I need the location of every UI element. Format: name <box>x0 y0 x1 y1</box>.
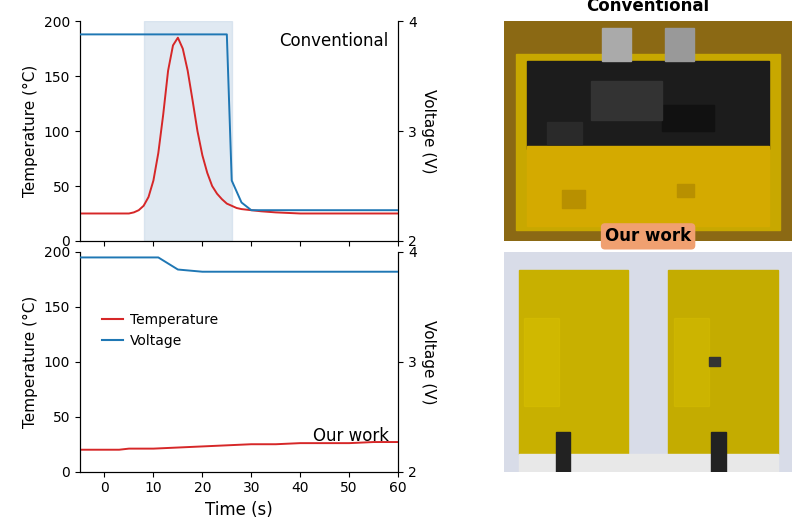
Bar <box>711 432 726 472</box>
Bar <box>709 357 720 366</box>
Bar <box>527 146 769 226</box>
Y-axis label: Temperature (°C): Temperature (°C) <box>23 296 38 428</box>
Bar <box>590 81 662 120</box>
Y-axis label: Voltage (V): Voltage (V) <box>421 320 436 404</box>
Legend: Temperature, Voltage: Temperature, Voltage <box>97 307 223 354</box>
Bar <box>547 122 582 144</box>
Text: Our work: Our work <box>313 427 389 445</box>
Bar <box>518 270 628 454</box>
X-axis label: Time (s): Time (s) <box>205 501 273 519</box>
Bar <box>527 61 769 148</box>
Bar <box>662 105 714 131</box>
Text: Conventional: Conventional <box>586 0 710 15</box>
Bar <box>602 28 631 61</box>
Bar <box>677 184 694 197</box>
Bar <box>518 454 778 472</box>
Bar <box>562 190 585 208</box>
Bar <box>144 21 232 241</box>
Bar <box>556 432 570 472</box>
Bar <box>666 28 694 61</box>
Y-axis label: Voltage (V): Voltage (V) <box>421 89 436 173</box>
Text: Our work: Our work <box>605 227 691 245</box>
Bar <box>668 270 778 454</box>
Y-axis label: Temperature (°C): Temperature (°C) <box>23 65 38 197</box>
Text: Conventional: Conventional <box>279 32 389 50</box>
Bar <box>674 318 709 406</box>
Bar <box>524 318 559 406</box>
Bar <box>516 54 781 230</box>
